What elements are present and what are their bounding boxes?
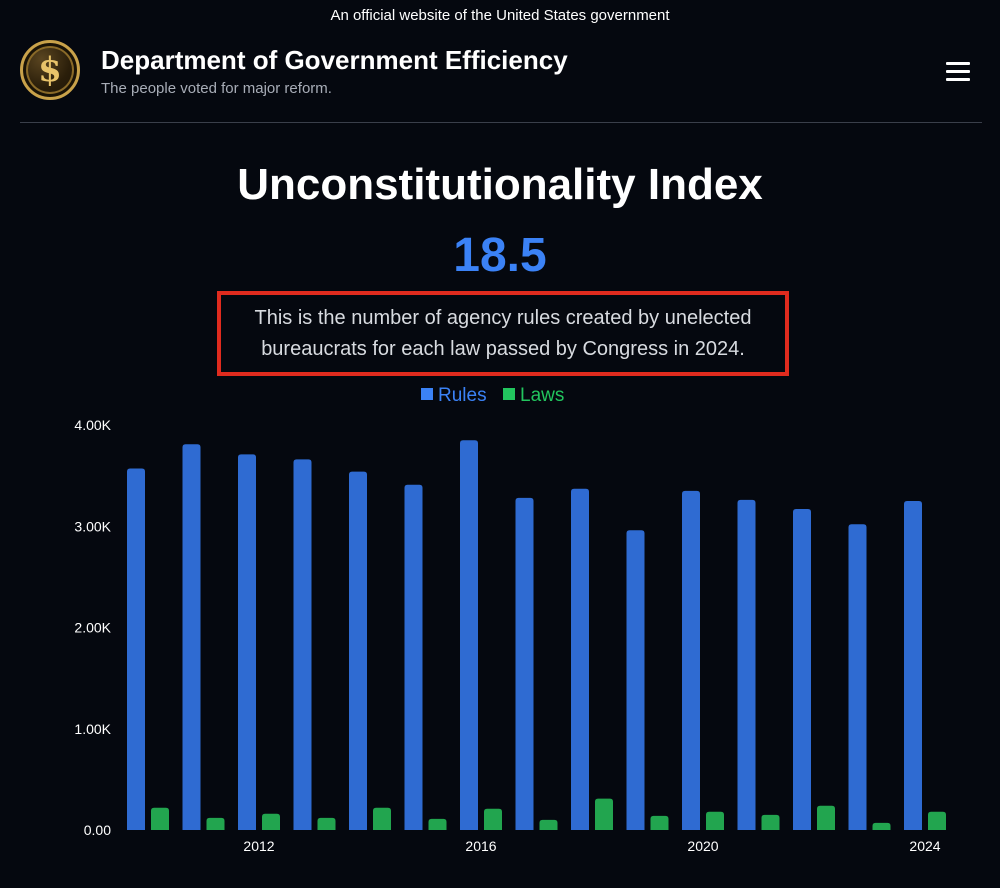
bar-rules-2015[interactable] [404, 484, 423, 830]
gov-banner: An official website of the United States… [330, 7, 670, 24]
bar-rules-2021[interactable] [737, 499, 756, 830]
dollar-sign-icon: $ [38, 50, 62, 90]
index-description: This is the number of agency rules creat… [254, 306, 752, 360]
bar-laws-2019[interactable] [650, 815, 669, 830]
bar-laws-2021[interactable] [761, 814, 780, 830]
bars [127, 440, 946, 830]
legend-swatch-rules[interactable] [421, 388, 433, 400]
bar-laws-2012[interactable] [262, 813, 280, 830]
x-axis: 2012 2016 2020 2024 [243, 838, 940, 854]
bar-rules-2017[interactable] [515, 497, 534, 830]
bar-laws-2017[interactable] [539, 819, 558, 830]
bar-rules-2011[interactable] [182, 444, 201, 830]
index-value: 18.5 [453, 229, 547, 282]
hamburger-menu-icon[interactable] [946, 60, 972, 82]
bar-rules-2016[interactable] [460, 440, 478, 830]
x-tick-label: 2020 [687, 838, 718, 854]
site-header: $ Department of Government Efficiency Th… [20, 40, 982, 123]
chart-legend: Rules Laws [421, 385, 564, 406]
site-subtitle: The people voted for major reform. [101, 80, 332, 97]
bar-rules-2022[interactable] [793, 509, 811, 830]
y-tick-label: 2.00K [74, 620, 111, 636]
y-tick-label: 0.00 [84, 822, 111, 838]
bar-laws-2014[interactable] [373, 807, 391, 830]
bar-laws-2020[interactable] [706, 811, 724, 830]
bar-laws-2010[interactable] [151, 807, 169, 830]
y-axis: 0.00 1.00K 2.00K 3.00K 4.00K [74, 417, 111, 838]
bar-laws-2023[interactable] [872, 822, 891, 830]
dollar-seal-logo[interactable]: $ [20, 40, 80, 100]
bar-laws-2018[interactable] [595, 798, 613, 830]
y-tick-label: 4.00K [74, 417, 111, 433]
bar-rules-2012[interactable] [238, 454, 256, 830]
bar-laws-2016[interactable] [484, 808, 502, 830]
bar-laws-2015[interactable] [428, 818, 447, 830]
site-title[interactable]: Department of Government Efficiency [101, 45, 568, 75]
legend-swatch-laws[interactable] [503, 388, 515, 400]
bar-rules-2019[interactable] [626, 530, 645, 830]
bar-rules-2023[interactable] [848, 524, 867, 830]
legend-label-laws[interactable]: Laws [520, 385, 564, 406]
legend-label-rules[interactable]: Rules [438, 385, 487, 406]
y-tick-label: 3.00K [74, 518, 111, 534]
rules-laws-chart: Rules Laws 0.00 1.00K 2.00K 3.00K 4.00K 2012 2… [0, 378, 1000, 868]
bar-laws-2024[interactable] [928, 811, 946, 830]
bar-rules-2020[interactable] [682, 490, 700, 830]
bar-rules-2013[interactable] [293, 459, 312, 830]
bar-laws-2011[interactable] [206, 817, 225, 830]
bar-rules-2014[interactable] [349, 471, 367, 830]
bar-rules-2024[interactable] [904, 500, 922, 830]
x-tick-label: 2012 [243, 838, 274, 854]
bar-rules-2010[interactable] [127, 468, 145, 830]
index-description-box: This is the number of agency rules creat… [217, 291, 789, 376]
bar-laws-2022[interactable] [817, 805, 835, 830]
y-tick-label: 1.00K [74, 721, 111, 737]
index-title: Unconstitutionality Index [237, 160, 763, 209]
bar-rules-2018[interactable] [571, 488, 589, 830]
bar-laws-2013[interactable] [317, 817, 336, 830]
x-tick-label: 2024 [909, 838, 940, 854]
x-tick-label: 2016 [465, 838, 496, 854]
